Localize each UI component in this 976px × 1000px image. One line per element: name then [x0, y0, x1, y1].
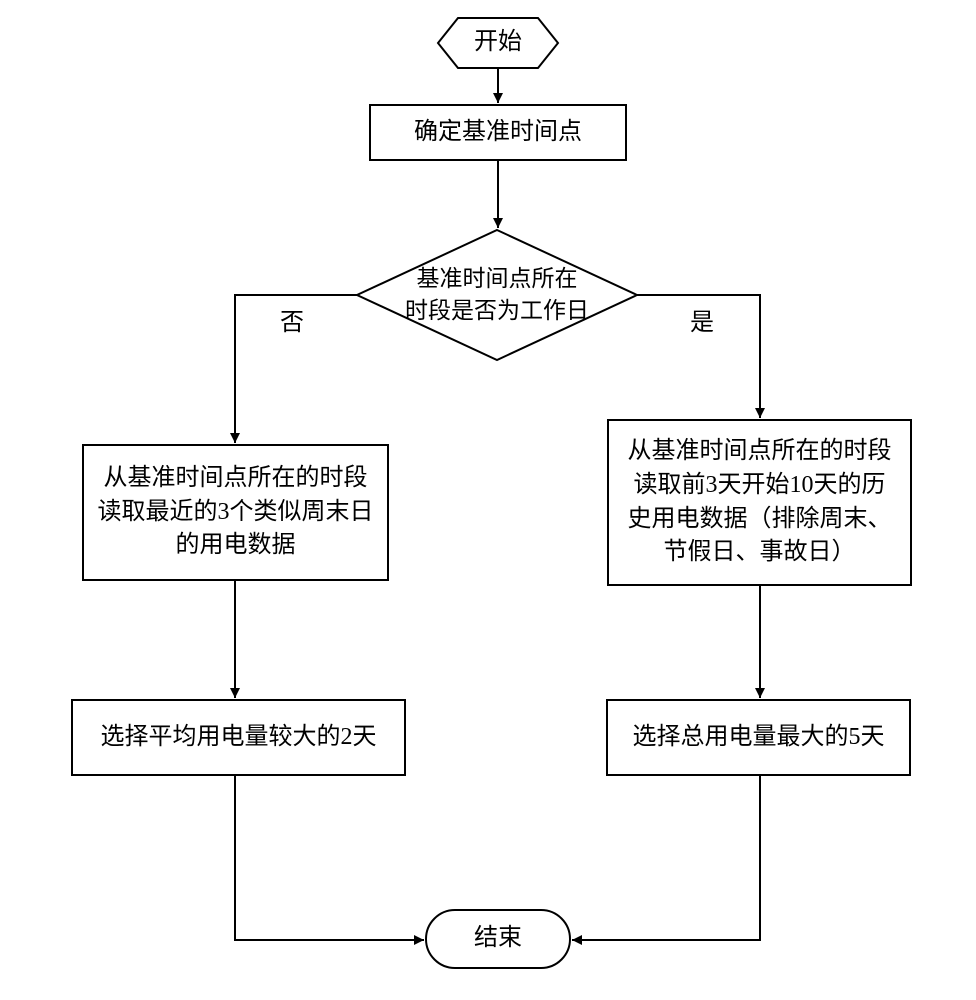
edge-right2-end [572, 775, 760, 940]
end-label: 结束 [426, 910, 570, 968]
edge-label-no: 否 [280, 302, 304, 337]
right2-label: 选择总用电量最大的5天 [607, 700, 910, 775]
edge-left2-end [235, 775, 424, 940]
left1-label: 从基准时间点所在的时段 读取最近的3个类似周末日 的用电数据 [83, 445, 388, 580]
decision-label: 基准时间点所在 时段是否为工作日 [370, 255, 624, 335]
step1-label: 确定基准时间点 [370, 105, 626, 160]
right1-label: 从基准时间点所在的时段 读取前3天开始10天的历 史用电数据（排除周末、 节假日… [608, 420, 911, 585]
left2-label: 选择平均用电量较大的2天 [72, 700, 405, 775]
edge-label-yes: 是 [690, 302, 714, 337]
start-label: 开始 [438, 18, 558, 68]
